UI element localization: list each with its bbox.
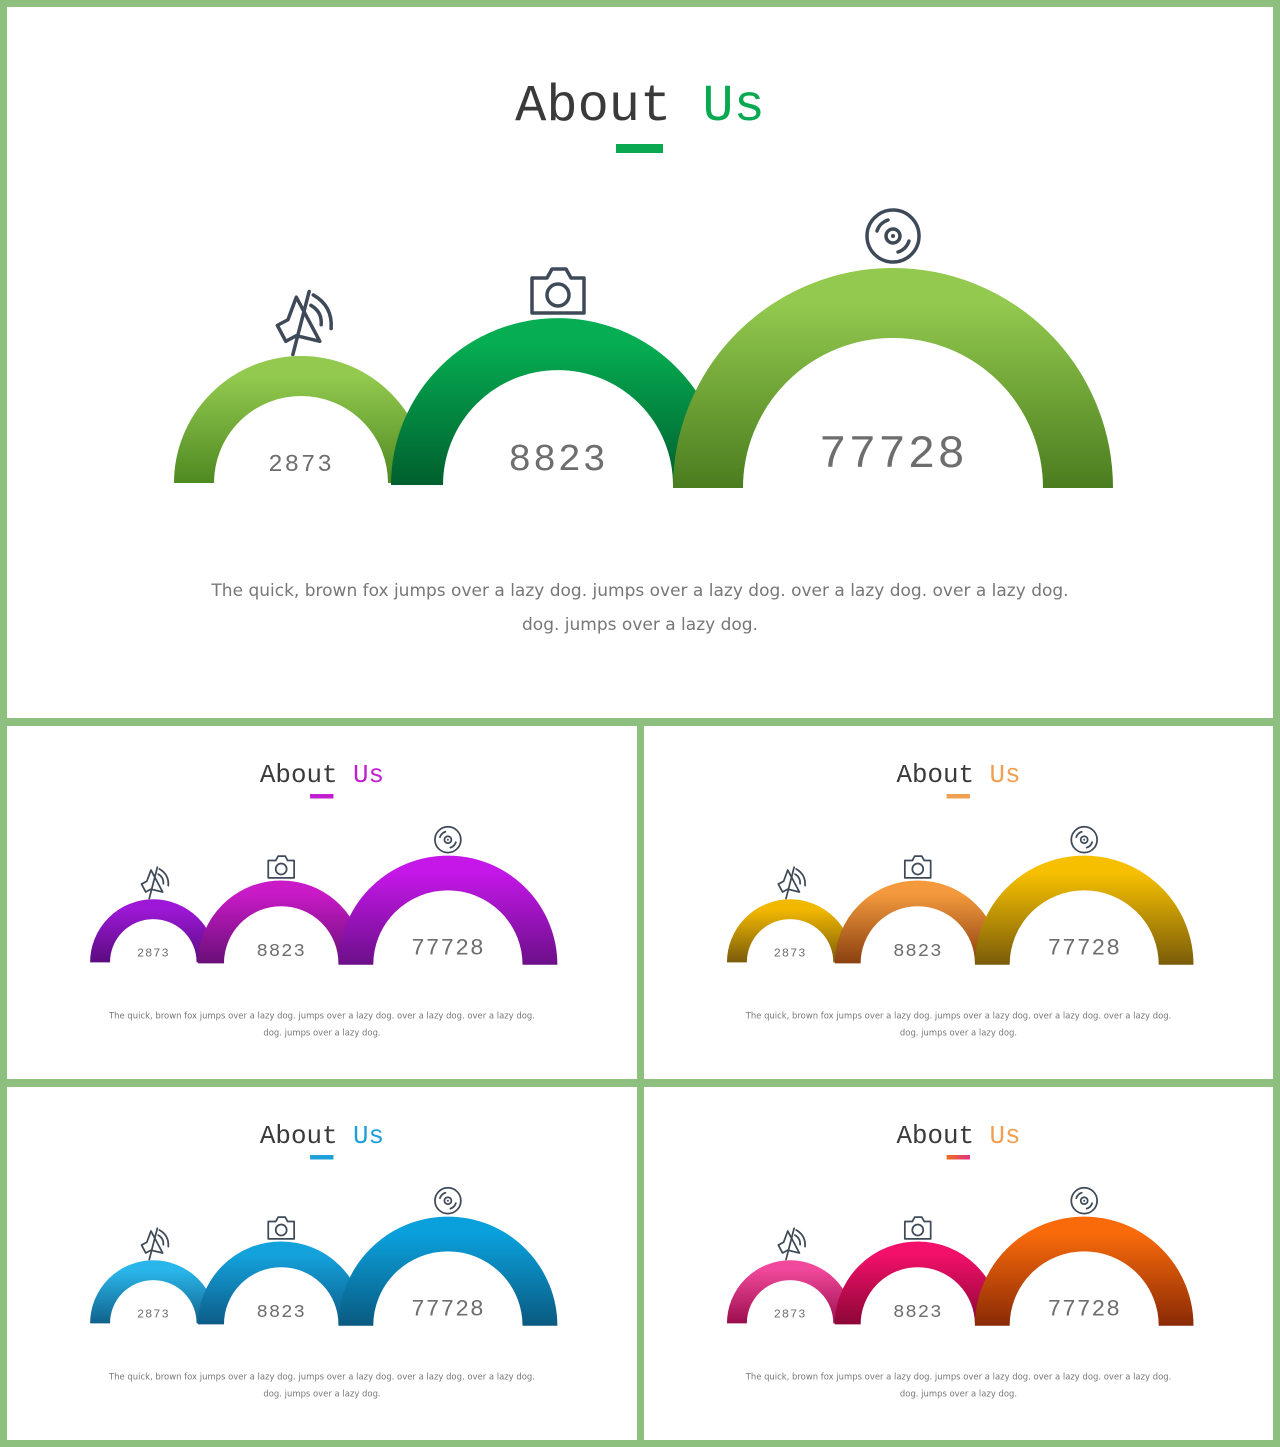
- stat-value-1: 2873: [137, 1307, 170, 1321]
- camera-icon: [267, 855, 296, 879]
- camera-icon: [530, 267, 586, 315]
- title-word-us: Us: [989, 761, 1020, 790]
- page-title: About Us: [260, 1121, 384, 1151]
- title-word-about: About: [897, 761, 990, 790]
- body-line-2: dog. jumps over a lazy dog.: [900, 1027, 1017, 1037]
- stat-value-1: 2873: [268, 452, 334, 479]
- title-underline: [616, 144, 663, 153]
- title-underline: [946, 794, 970, 799]
- body-line-1: The quick, brown fox jumps over a lazy d…: [210, 581, 1068, 601]
- slide-sunset: About Us 2873 8823 77728 The quick, brown fo…: [644, 1087, 1273, 1440]
- arc-1: [90, 899, 217, 963]
- stat-value-3: 77728: [819, 429, 967, 481]
- stat-value-2: 8823: [257, 940, 306, 962]
- stat-value-2: 8823: [893, 1301, 942, 1323]
- slide-orange: About Us 2873 8823 77728 The quick, brown fo…: [644, 726, 1273, 1079]
- disc-icon: [865, 208, 921, 264]
- disc-icon: [1070, 825, 1098, 854]
- page-title: About Us: [897, 761, 1021, 790]
- arc-2: [391, 318, 725, 486]
- arc-3: [338, 1216, 558, 1327]
- slide-content: About Us 2873 8823 77728 The quick, brown fo…: [90, 1121, 558, 1398]
- body-line-1: The quick, brown fox jumps over a lazy d…: [108, 1371, 535, 1381]
- slide-art: About Us 2873 8823 77728 The quick, brown fo…: [726, 761, 1194, 1037]
- title-word-about: About: [260, 760, 353, 790]
- title-word-us: Us: [989, 1122, 1020, 1151]
- stat-value-3: 77728: [411, 1296, 485, 1322]
- title-word-about: About: [515, 77, 702, 136]
- stat-value-1: 2873: [774, 1307, 807, 1321]
- speaker-icon: [777, 1227, 806, 1261]
- title-underline: [310, 1155, 334, 1160]
- slide-art: About Us 2873 8823 77728 The quick, brown fo…: [90, 1121, 558, 1398]
- speaker-icon: [140, 866, 170, 900]
- disc-icon: [434, 1186, 462, 1215]
- page-title: About Us: [897, 1122, 1021, 1151]
- arc-3: [673, 268, 1113, 489]
- title-word-about: About: [260, 1121, 353, 1151]
- slide-art: About Us 2873 8823 77728 The quick, brown fo…: [174, 77, 1113, 635]
- title-word-about: About: [897, 1122, 990, 1151]
- arc-3: [974, 855, 1194, 966]
- camera-icon: [903, 1216, 932, 1240]
- title-word-us: Us: [702, 77, 764, 136]
- page-title: About Us: [260, 760, 384, 790]
- stat-value-2: 8823: [893, 940, 942, 962]
- title-underline: [310, 794, 334, 799]
- stat-value-2: 8823: [508, 439, 607, 482]
- stat-value-1: 2873: [774, 946, 807, 960]
- stat-value-3: 77728: [1047, 935, 1120, 961]
- slide-blue: About Us 2873 8823 77728 The quick, brown fo…: [7, 1087, 637, 1440]
- camera-icon: [267, 1216, 296, 1240]
- disc-icon: [1070, 1186, 1098, 1215]
- stat-value-3: 77728: [411, 935, 485, 961]
- speaker-icon: [140, 1227, 170, 1261]
- stat-value-1: 2873: [137, 946, 170, 960]
- slide-content: About Us 2873 8823 77728 The quick, brown fo…: [174, 77, 1113, 635]
- arc-1: [90, 1260, 217, 1324]
- body-line-1: The quick, brown fox jumps over a lazy d…: [108, 1010, 535, 1020]
- disc-icon: [434, 825, 462, 854]
- body-line-2: dog. jumps over a lazy dog.: [263, 1388, 380, 1398]
- title-word-us: Us: [353, 1121, 384, 1151]
- speaker-icon: [777, 866, 806, 900]
- slide-content: About Us 2873 8823 77728 The quick, brown fo…: [726, 1122, 1194, 1398]
- slide-content: About Us 2873 8823 77728 The quick, brown fo…: [90, 760, 558, 1037]
- arc-3: [338, 855, 558, 966]
- slide-main: About Us 2873 8823 77728 The quick, brown fo…: [7, 7, 1273, 718]
- slide-purple: About Us 2873 8823 77728 The quick, brown fo…: [7, 726, 637, 1079]
- page-title: About Us: [515, 77, 765, 136]
- stat-value-3: 77728: [1047, 1296, 1120, 1322]
- body-line-1: The quick, brown fox jumps over a lazy d…: [745, 1010, 1172, 1020]
- slide-content: About Us 2873 8823 77728 The quick, brown fo…: [726, 761, 1194, 1037]
- body-line-2: dog. jumps over a lazy dog.: [263, 1027, 380, 1037]
- camera-icon: [903, 855, 932, 879]
- arc-3: [974, 1216, 1194, 1327]
- body-line-2: dog. jumps over a lazy dog.: [900, 1388, 1017, 1398]
- speaker-icon: [275, 289, 333, 357]
- body-line-1: The quick, brown fox jumps over a lazy d…: [745, 1371, 1172, 1381]
- body-line-2: dog. jumps over a lazy dog.: [522, 615, 758, 635]
- arc-1: [174, 356, 428, 484]
- arc-1: [726, 899, 854, 963]
- title-word-us: Us: [353, 760, 384, 790]
- arc-1: [726, 1260, 854, 1324]
- title-underline: [946, 1155, 970, 1160]
- stat-value-2: 8823: [257, 1301, 306, 1323]
- slide-art: About Us 2873 8823 77728 The quick, brown fo…: [90, 760, 558, 1037]
- slide-art: About Us 2873 8823 77728 The quick, brown fo…: [726, 1122, 1194, 1398]
